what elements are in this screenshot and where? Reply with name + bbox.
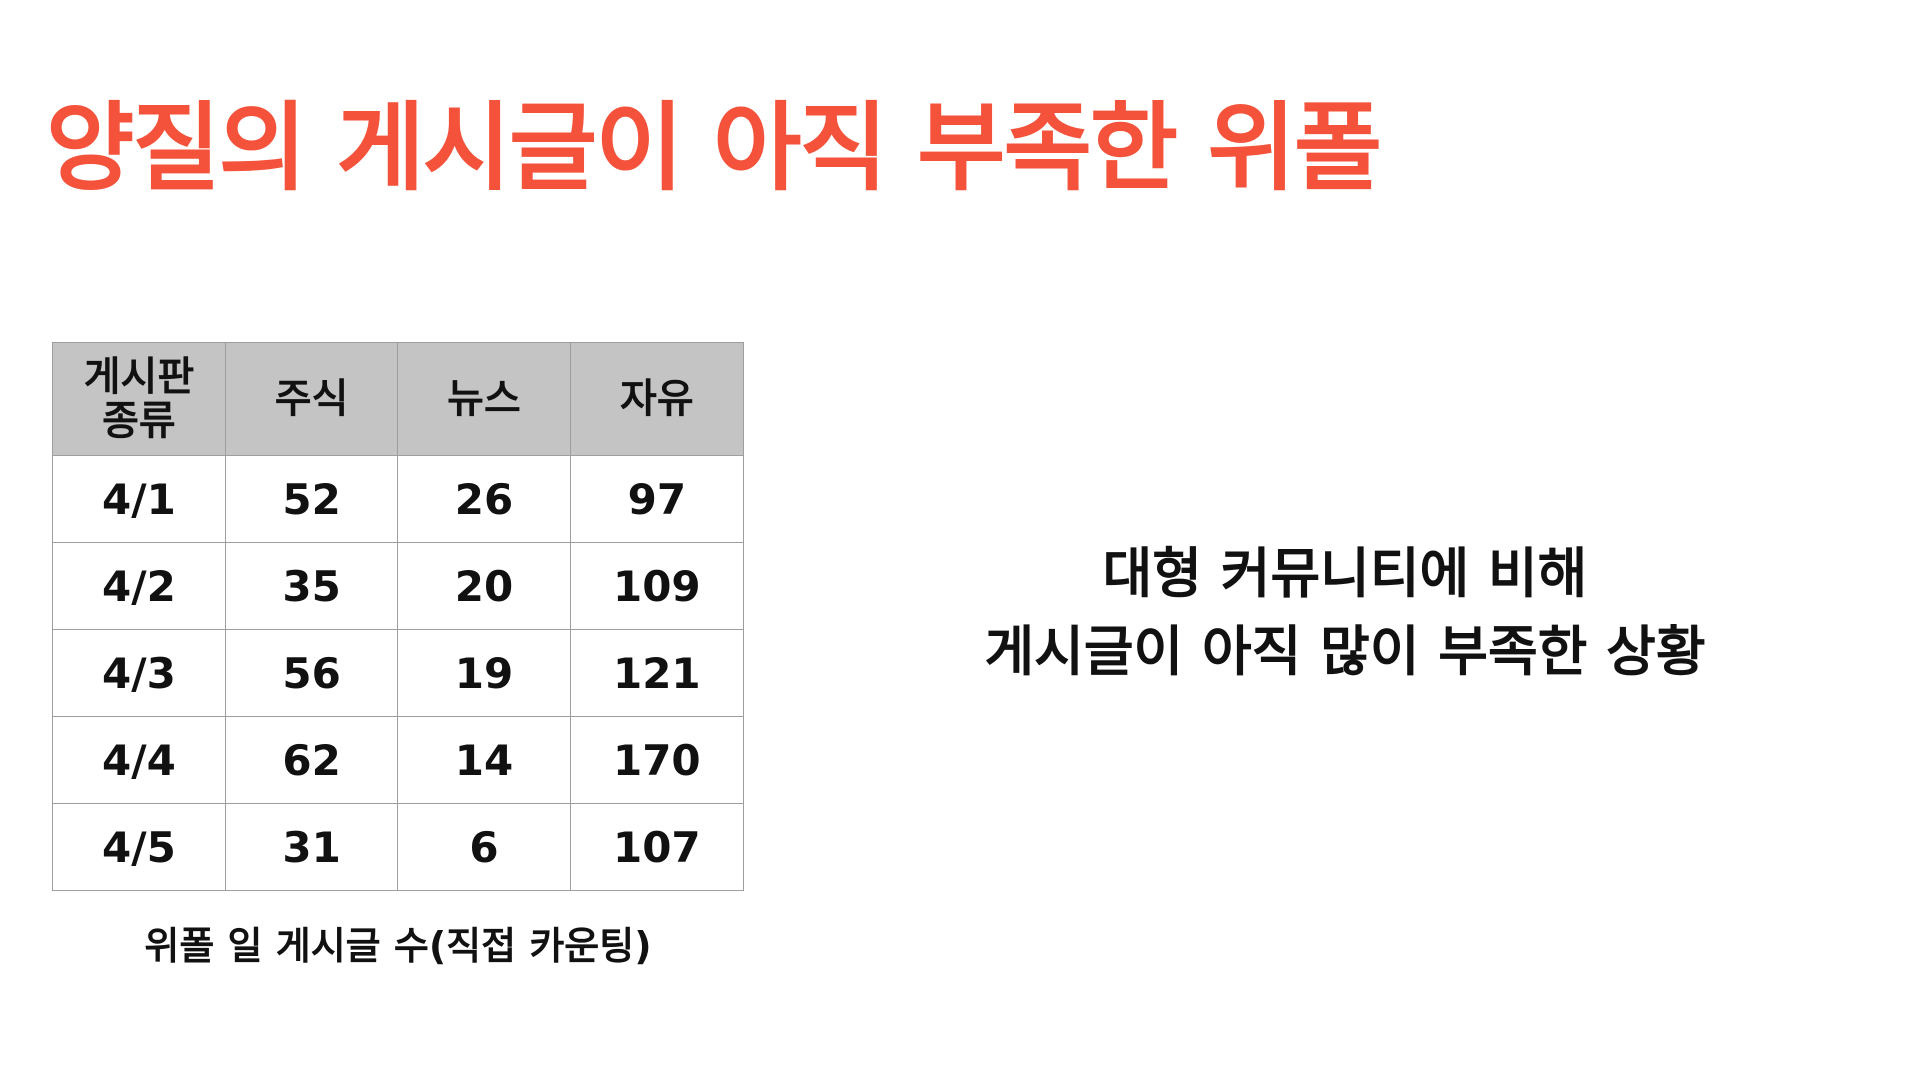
header-news: 뉴스 [397, 342, 571, 456]
table-cell: 121 [569, 629, 745, 717]
summary-line-1: 대형 커뮤니티에 비해 [1102, 542, 1588, 605]
summary-note: 대형 커뮤니티에 비해 게시글이 아직 많이 부족한 상황 [900, 535, 1790, 691]
table-header-row: 게시판 종류 주식 뉴스 자유 [52, 342, 745, 456]
table-cell: 62 [224, 716, 399, 804]
table-row: 4/5 31 6 107 [52, 803, 745, 891]
table-row: 4/4 62 14 170 [52, 716, 745, 804]
table-row: 4/2 35 20 109 [52, 542, 745, 630]
header-stock: 주식 [224, 342, 399, 456]
table-cell: 19 [397, 629, 571, 717]
post-count-table: 게시판 종류 주식 뉴스 자유 4/1 52 26 97 4/2 35 20 109 4/3 56 1… [52, 342, 745, 891]
table-cell: 4/1 [52, 455, 226, 543]
table-cell: 4/2 [52, 542, 226, 630]
page-title: 양질의 게시글이 아직 부족한 위폴 [46, 92, 1382, 204]
table-cell: 26 [397, 455, 571, 543]
table-cell: 4/4 [52, 716, 226, 804]
table-cell: 4/5 [52, 803, 226, 891]
table-cell: 14 [397, 716, 571, 804]
table-row: 4/3 56 19 121 [52, 629, 745, 717]
table-cell: 170 [569, 716, 745, 804]
table-cell: 97 [569, 455, 745, 543]
summary-line-2: 게시글이 아직 많이 부족한 상황 [984, 620, 1706, 683]
table-cell: 4/3 [52, 629, 226, 717]
header-line: 게시판 [83, 354, 195, 400]
table-row: 4/1 52 26 97 [52, 455, 745, 543]
table-cell: 31 [224, 803, 399, 891]
header-board-type: 게시판 종류 [52, 342, 226, 456]
table-cell: 52 [224, 455, 399, 543]
table-cell: 56 [224, 629, 399, 717]
table-cell: 20 [397, 542, 571, 630]
table-cell: 107 [569, 803, 745, 891]
table-cell: 6 [397, 803, 571, 891]
header-free: 자유 [569, 342, 745, 456]
header-line: 종류 [102, 398, 176, 444]
table-cell: 109 [569, 542, 745, 630]
table-caption: 위폴 일 게시글 수(직접 카운팅) [144, 924, 652, 968]
table-cell: 35 [224, 542, 399, 630]
